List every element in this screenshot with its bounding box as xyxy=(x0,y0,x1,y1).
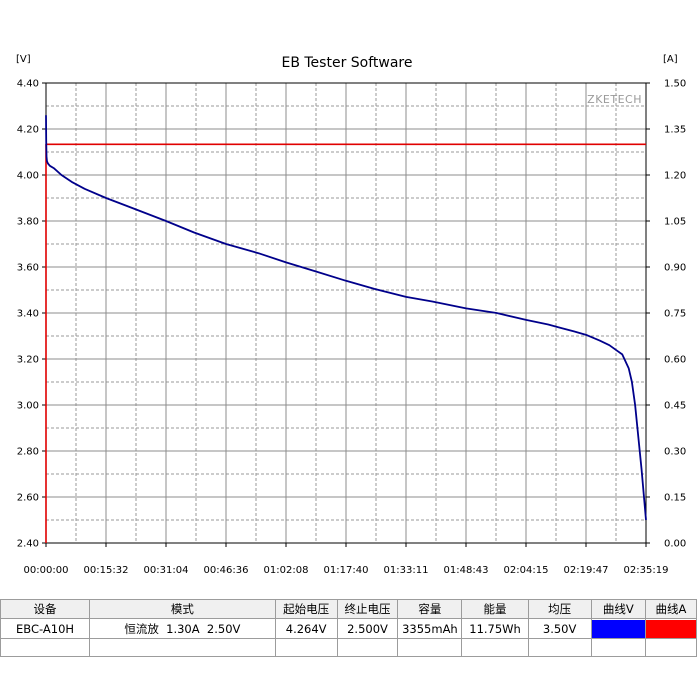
x-tick-label: 01:33:11 xyxy=(384,565,429,576)
cell-end-voltage: 2.500V xyxy=(336,618,399,639)
x-tick-label: 02:04:15 xyxy=(504,565,549,576)
chart-title: EB Tester Software xyxy=(281,55,412,71)
y-right-tick-label: 0.15 xyxy=(664,493,686,504)
x-tick-label: 00:00:00 xyxy=(24,565,69,576)
y-right-unit: [A] xyxy=(663,54,678,65)
cell-mode: 恒流放 1.30A 2.50V xyxy=(89,618,276,639)
y-left-tick-label: 4.40 xyxy=(17,79,39,90)
curve-a-color-cell[interactable] xyxy=(644,618,697,639)
chart: EB Tester Software [V] [A] ZKETECH 4.404… xyxy=(16,54,686,576)
watermark: ZKETECH xyxy=(587,93,642,106)
series-voltage-line xyxy=(45,115,647,521)
table-row-empty xyxy=(0,638,697,657)
table-row[interactable]: EBC-A10H 恒流放 1.30A 2.50V 4.264V 2.500V 3… xyxy=(0,618,697,639)
x-tick-label: 01:48:43 xyxy=(444,565,489,576)
y-left-tick-label: 2.40 xyxy=(17,539,39,550)
y-right-tick-label: 0.45 xyxy=(664,401,686,412)
table-header-row: 设备 模式 起始电压 终止电压 容量 能量 均压 曲线V 曲线A xyxy=(0,599,697,619)
y-right-tick-label: 0.75 xyxy=(664,309,686,320)
x-tick-label: 00:31:04 xyxy=(144,565,189,576)
x-tick-label: 00:46:36 xyxy=(204,565,249,576)
y-left-unit: [V] xyxy=(16,54,31,65)
y-right-tick-label: 1.20 xyxy=(664,171,686,182)
x-tick-label: 00:15:32 xyxy=(84,565,129,576)
y-right-tick-label: 0.90 xyxy=(664,263,686,274)
x-tick-label: 01:02:08 xyxy=(264,565,309,576)
y-left-ticks: 4.40 4.20 4.00 3.80 3.60 3.40 3.20 3.00 2.80 2.60… xyxy=(17,79,46,550)
x-ticks: 00:00:00 00:15:32 00:31:04 00:46:36 01:02:08… xyxy=(24,543,669,576)
y-right-tick-label: 1.35 xyxy=(664,125,686,136)
cell-device: EBC-A10H xyxy=(0,618,91,639)
curve-v-color-cell[interactable] xyxy=(590,618,646,639)
y-left-tick-label: 4.00 xyxy=(17,171,39,182)
grid xyxy=(46,83,646,543)
y-left-tick-label: 3.40 xyxy=(17,309,39,320)
header-capacity: 容量 xyxy=(397,599,463,619)
y-left-tick-label: 3.60 xyxy=(17,263,39,274)
header-curve-a: 曲线A xyxy=(644,599,697,619)
header-energy: 能量 xyxy=(461,599,529,619)
y-right-ticks: 1.50 1.35 1.20 1.05 0.90 0.75 0.60 0.45 0.30 0.15… xyxy=(646,79,686,550)
y-right-tick-label: 1.05 xyxy=(664,217,686,228)
header-end-voltage: 终止电压 xyxy=(336,599,399,619)
y-left-tick-label: 3.80 xyxy=(17,217,39,228)
x-tick-label: 02:19:47 xyxy=(564,565,609,576)
y-left-tick-label: 2.80 xyxy=(17,447,39,458)
y-right-tick-label: 0.00 xyxy=(664,539,686,550)
summary-table: 设备 模式 起始电压 终止电压 容量 能量 均压 曲线V 曲线A EBC-A10… xyxy=(0,599,697,657)
curve-a-swatch[interactable] xyxy=(646,619,696,638)
header-mode: 模式 xyxy=(89,599,276,619)
header-avg-voltage: 均压 xyxy=(527,599,592,619)
cell-start-voltage: 4.264V xyxy=(274,618,338,639)
curve-v-swatch[interactable] xyxy=(592,619,645,638)
header-device: 设备 xyxy=(0,599,91,619)
header-curve-v: 曲线V xyxy=(590,599,646,619)
header-start-voltage: 起始电压 xyxy=(274,599,338,619)
cell-energy: 11.75Wh xyxy=(461,618,529,639)
x-tick-label: 02:35:19 xyxy=(624,565,669,576)
y-left-tick-label: 4.20 xyxy=(17,125,39,136)
cell-avg-voltage: 3.50V xyxy=(527,618,592,639)
y-right-tick-label: 1.50 xyxy=(664,79,686,90)
y-left-tick-label: 3.00 xyxy=(17,401,39,412)
x-tick-label: 01:17:40 xyxy=(324,565,369,576)
y-right-tick-label: 0.60 xyxy=(664,355,686,366)
y-right-tick-label: 0.30 xyxy=(664,447,686,458)
cell-capacity: 3355mAh xyxy=(397,618,463,639)
series xyxy=(45,115,647,543)
y-left-tick-label: 2.60 xyxy=(17,493,39,504)
y-left-tick-label: 3.20 xyxy=(17,355,39,366)
